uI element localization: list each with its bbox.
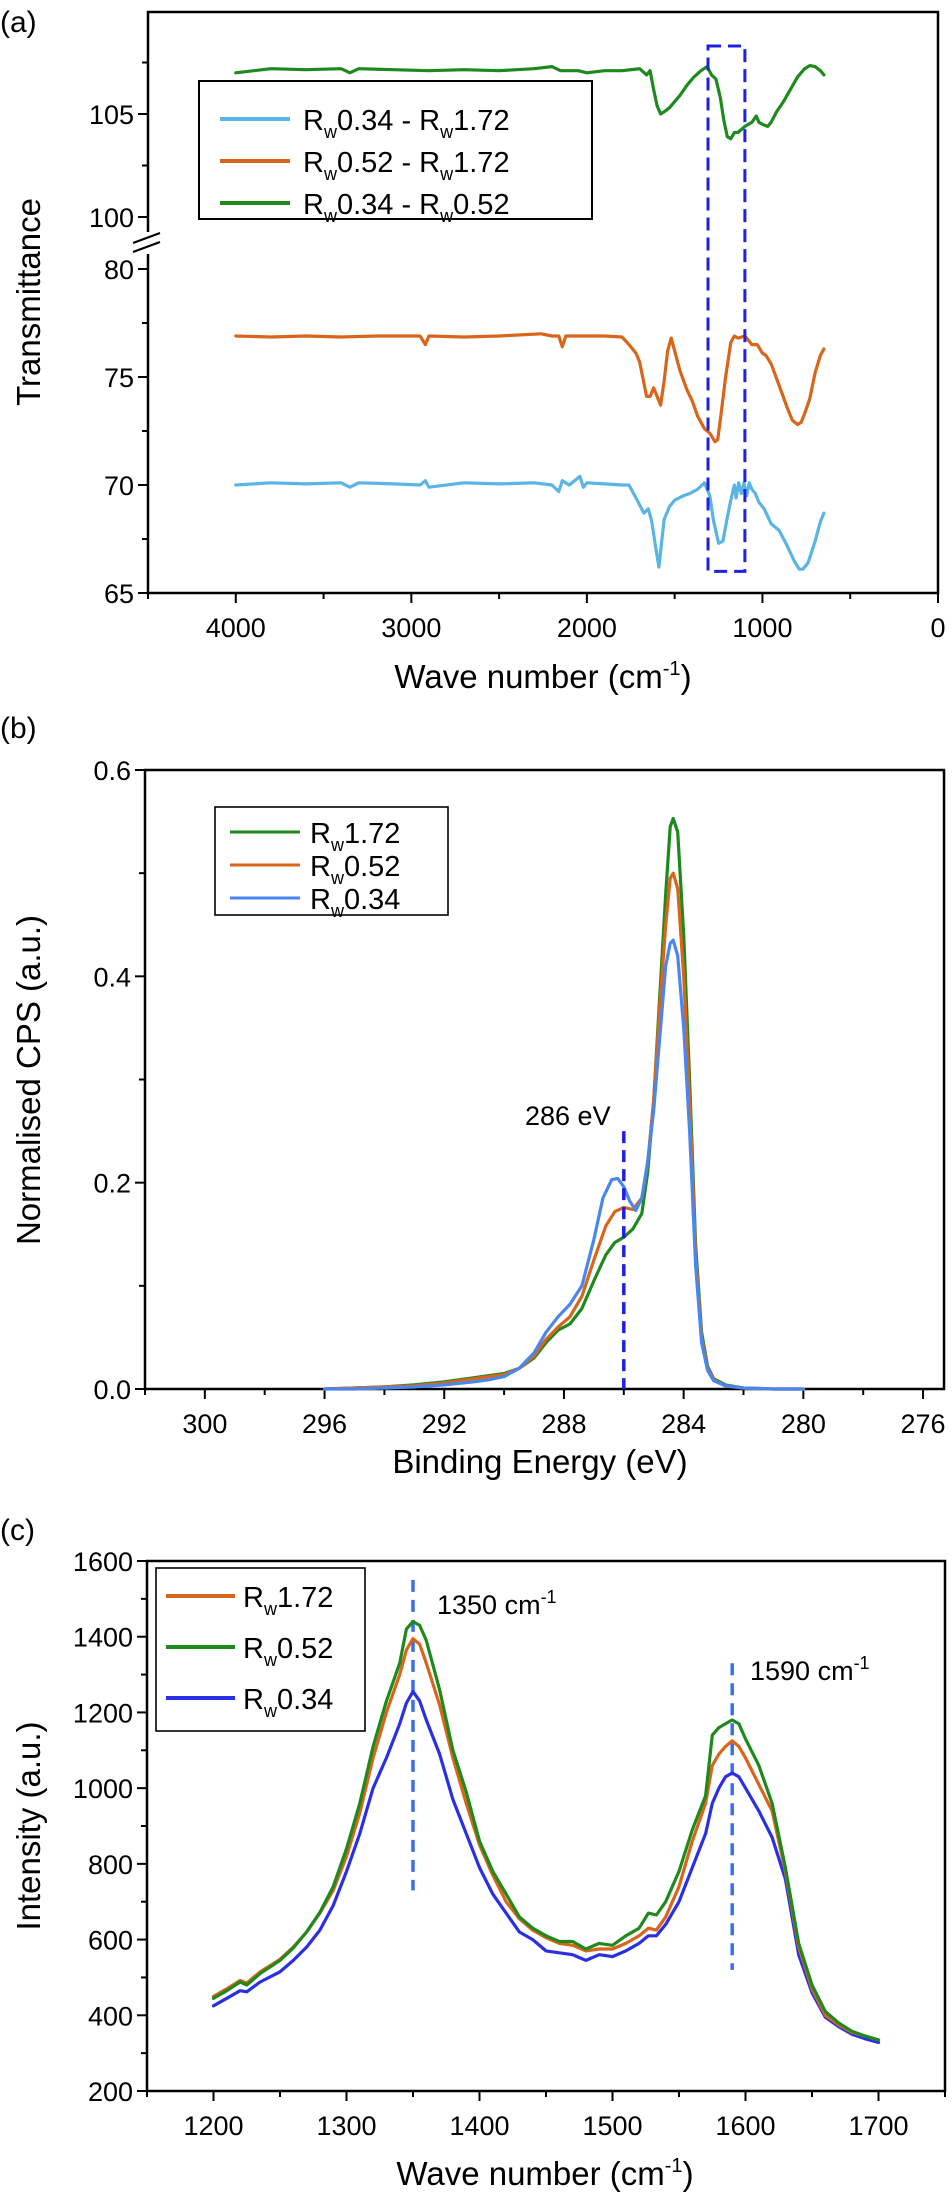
x-tick-label: 276 — [901, 1409, 946, 1439]
x-tick-label: 1400 — [449, 2111, 509, 2141]
y-tick-label: 1400 — [73, 1623, 133, 1653]
series-line-1 — [234, 474, 826, 571]
panel-b-x-axis-title: Binding Energy (eV) — [392, 1443, 687, 1480]
x-tick-label: 2000 — [557, 613, 617, 643]
x-tick-label: 296 — [302, 1409, 347, 1439]
panel-a-y-axis-title: Transmittance — [10, 198, 47, 406]
legend-label: Rw0.52 — [310, 851, 400, 888]
panel-b-series — [323, 816, 806, 1391]
panel-c-series — [211, 1619, 881, 2045]
panel-a-label: (a) — [0, 6, 37, 39]
y-tick-label: 65 — [104, 579, 134, 609]
y-tick-label: 70 — [104, 471, 134, 501]
panel-a-frame — [146, 10, 940, 595]
x-tick-label: 300 — [182, 1409, 227, 1439]
y-tick-label: 80 — [104, 255, 134, 285]
panel-a-series — [234, 63, 826, 571]
1590-annotation: 1590 cm-1 — [750, 1653, 870, 1686]
x-tick-label: 292 — [422, 1409, 467, 1439]
panel-c-peak-markers — [411, 1579, 734, 1970]
panel-a-legend: Rw0.34 - Rw1.72 Rw0.52 - Rw1.72 Rw0.34 - R… — [198, 80, 593, 226]
legend-label: Rw0.34 — [310, 884, 400, 921]
x-tick-label: 0 — [930, 613, 945, 643]
panel-b-label: (b) — [0, 712, 37, 745]
y-tick-label: 0.6 — [93, 756, 131, 786]
y-tick-label: 200 — [88, 2077, 133, 2107]
panel-a: (a) 4000 3000 2000 1000 0 65 70 75 80 100 105 Rw0… — [0, 6, 946, 695]
y-tick-label: 1200 — [73, 1698, 133, 1728]
panel-b-y-axis-title: Normalised CPS (a.u.) — [10, 915, 47, 1245]
panel-c-y-axis-title: Intensity (a.u.) — [10, 1721, 47, 1930]
y-tick-label: 800 — [88, 1850, 133, 1880]
x-tick-label: 4000 — [206, 613, 266, 643]
panel-a-x-axis-title: Wave number (cm-1) — [394, 658, 691, 695]
panel-c-y-ticks: 200 400 600 800 1000 1200 1400 1600 — [73, 1547, 147, 2107]
legend-label: Rw1.72 — [310, 818, 400, 855]
legend-label: Rw1.72 — [243, 1582, 333, 1619]
legend-label: Rw0.52 — [243, 1633, 333, 1670]
series-line-3 — [323, 938, 806, 1391]
panel-c-x-axis-title: Wave number (cm-1) — [396, 2155, 693, 2192]
panel-c: (c) 1200 1300 1400 1500 1600 1700 200 400 600 80… — [0, 1514, 947, 2192]
x-tick-label: 1000 — [732, 613, 792, 643]
y-tick-label: 105 — [89, 100, 134, 130]
legend-label: Rw0.52 - Rw1.72 — [303, 147, 510, 184]
panel-b-x-ticks: 300 296 292 288 284 280 276 — [144, 1389, 946, 1439]
286ev-annotation: 286 eV — [525, 1101, 611, 1131]
panel-a-y-ticks: 65 70 75 80 100 105 — [89, 61, 148, 609]
legend-label: Rw0.34 — [243, 1684, 333, 1721]
panel-c-label: (c) — [0, 1514, 35, 1547]
y-tick-label: 1000 — [73, 1774, 133, 1804]
x-tick-label: 1300 — [316, 2111, 376, 2141]
series-line-2 — [234, 332, 826, 444]
x-tick-label: 1200 — [183, 2111, 243, 2141]
x-tick-label: 1700 — [848, 2111, 908, 2141]
y-tick-label: 0.2 — [93, 1169, 131, 1199]
y-tick-label: 1600 — [73, 1547, 133, 1577]
panel-b: (b) 300 296 292 288 284 280 276 0.0 0.2 0.4 0.6 2… — [0, 712, 946, 1480]
legend-box — [198, 80, 593, 220]
x-tick-label: 1600 — [715, 2111, 775, 2141]
x-tick-label: 1500 — [582, 2111, 642, 2141]
y-tick-label: 75 — [104, 363, 134, 393]
x-tick-label: 3000 — [381, 613, 441, 643]
legend-label: Rw0.34 - Rw1.72 — [303, 105, 510, 142]
panel-a-x-ticks: 4000 3000 2000 1000 0 — [147, 593, 946, 643]
panel-b-y-ticks: 0.0 0.2 0.4 0.6 — [93, 756, 145, 1405]
panel-c-legend: Rw1.72 Rw0.52 Rw0.34 — [155, 1567, 366, 1732]
axis-break-mark — [132, 240, 161, 254]
axis-break-mark — [132, 231, 161, 245]
panel-a-axis-break — [132, 231, 161, 254]
x-tick-label: 280 — [781, 1409, 826, 1439]
y-tick-label: 0.0 — [93, 1375, 131, 1405]
1350-annotation: 1350 cm-1 — [437, 1587, 557, 1620]
series-line-1 — [211, 1636, 881, 2042]
y-tick-label: 600 — [88, 1926, 133, 1956]
y-tick-label: 0.4 — [93, 962, 131, 992]
series-line-3 — [234, 63, 826, 141]
y-tick-label: 400 — [88, 2001, 133, 2031]
series-line-2 — [211, 1619, 881, 2042]
x-tick-label: 284 — [661, 1409, 706, 1439]
y-tick-label: 100 — [89, 203, 134, 233]
series-line-3 — [211, 1689, 881, 2045]
highlight-dashed-box — [706, 44, 747, 573]
legend-label: Rw0.34 - Rw0.52 — [303, 189, 510, 226]
panel-c-x-ticks: 1200 1300 1400 1500 1600 1700 — [146, 2091, 946, 2141]
x-tick-label: 288 — [541, 1409, 586, 1439]
